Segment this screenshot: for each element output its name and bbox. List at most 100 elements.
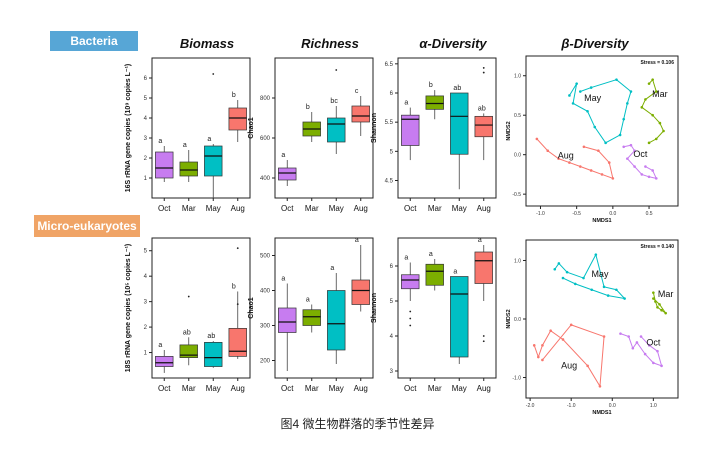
bacteria-diversity-ylabel: NMDS2 [506, 121, 512, 140]
eukaryotes-diversity-point-aug [586, 364, 589, 368]
bacteria-diversity-point-may [593, 125, 597, 129]
eukaryotes-richness-ylabel: Chao1 [248, 297, 255, 319]
eukaryotes-diversity-point-mar [652, 291, 655, 294]
bacteria-diversity-box-aug [474, 115, 493, 138]
eukaryotes-diversity-ytick-label: 1.0 [514, 258, 521, 264]
eukaryotes-biomass-ytick-label: 4 [144, 274, 148, 280]
eukaryotes-diversity-xtick-label-mar: Mar [428, 384, 442, 393]
bacteria-diversity-point-mar [647, 82, 651, 85]
bacteria-diversity-point-aug [607, 161, 611, 164]
bacteria-diversity-box-mar [425, 95, 444, 110]
bacteria-diversity-ytick-label: 6.5 [385, 62, 394, 68]
eukaryotes-richness-ytick-label: 500 [260, 254, 271, 260]
bacteria-diversity-ylabel: Shannon [371, 113, 378, 143]
eukaryotes-diversity-point-oct [619, 332, 622, 335]
eukaryotes-diversity-point-oct [660, 364, 663, 368]
bacteria-diversity-letter-may: ab [453, 85, 461, 92]
bacteria-diversity-outlier [482, 71, 485, 74]
bacteria-diversity-outlier [482, 67, 485, 69]
bacteria-biomass-frame [151, 57, 251, 199]
eukaryotes-richness-frame [274, 237, 374, 379]
eukaryotes-richness-box-aug [351, 279, 370, 305]
eukaryotes-diversity-xlabel: NMDS1 [592, 410, 611, 416]
bacteria-richness-frame [274, 57, 374, 199]
eukaryotes-diversity-xtick-label-aug: Aug [477, 384, 491, 393]
bacteria-richness-box-aug [351, 105, 370, 123]
eukaryotes-biomass-box-may [204, 342, 223, 367]
bacteria-diversity-point-may [578, 90, 582, 93]
eukaryotes-diversity-letter-mar: a [429, 251, 433, 258]
eukaryotes-biomass-box-oct [155, 356, 174, 367]
bacteria-richness-box-may [327, 117, 346, 143]
bacteria-diversity-xtick-label: 0.0 [609, 211, 616, 217]
eukaryotes-diversity-point-mar [664, 311, 667, 315]
bacteria-diversity-path-oct [623, 144, 658, 180]
eukaryotes-diversity-ytick-label: 0.0 [514, 317, 521, 323]
bacteria-biomass-letter-aug: b [232, 92, 236, 99]
bacteria-diversity-point-may [575, 82, 578, 85]
bacteria-diversity-point-aug [578, 165, 582, 168]
eukaryotes-diversity-ytick-label: 6 [390, 264, 394, 270]
bacteria-diversity-point-may [568, 94, 571, 97]
eukaryotes-diversity-point-aug [561, 338, 565, 341]
eukaryotes-diversity-stress: Stress = 0.140 [641, 244, 675, 250]
eukaryotes-diversity-point-oct [643, 352, 647, 356]
eukaryotes-richness-ytick-label: 300 [260, 324, 271, 330]
eukaryotes-diversity-ylabel: Shannon [371, 293, 378, 323]
bacteria-diversity-point-may [571, 102, 575, 105]
eukaryotes-richness-box-may [327, 290, 346, 351]
bacteria-biomass-letter-mar: a [183, 142, 187, 149]
eukaryotes-diversity-label-mar: Mar [658, 289, 674, 299]
bacteria-richness-xtick-label-mar: Mar [305, 204, 319, 213]
bacteria-diversity-ytick-label: -0.5 [512, 192, 521, 198]
eukaryotes-diversity-point-aug [598, 384, 602, 388]
bacteria-diversity-point-may [626, 102, 629, 105]
bacteria-richness-xtick-label-may: May [329, 204, 344, 213]
eukaryotes-diversity-point-may [615, 288, 618, 292]
eukaryotes-diversity-xtick-label-oct: Oct [404, 384, 417, 393]
eukaryotes-biomass-xtick-label-oct: Oct [158, 384, 171, 393]
bacteria-diversity-point-aug [582, 145, 586, 149]
bacteria-biomass-outlier [212, 73, 215, 75]
eukaryotes-diversity-frame [397, 237, 497, 379]
eukaryotes-diversity-point-may [553, 267, 557, 271]
eukaryotes-diversity-point-oct [639, 335, 643, 338]
bacteria-diversity-point-oct [640, 173, 644, 176]
eukaryotes-biomass-outlier [236, 303, 239, 306]
bacteria-diversity-point-oct [622, 145, 626, 149]
bacteria-richness-letter-oct: a [281, 152, 285, 159]
eukaryotes-diversity-frame [525, 239, 679, 399]
figure-caption: 图4 微生物群落的季节性差异 [280, 417, 435, 431]
bacteria-biomass-box-oct [155, 151, 174, 179]
eukaryotes-richness-xtick-label-oct: Oct [281, 384, 294, 393]
eukaryotes-diversity-xtick-label: -1.0 [567, 403, 576, 409]
eukaryotes-biomass-xtick-label-aug: Aug [231, 384, 245, 393]
bacteria-diversity-xtick-label: -0.5 [572, 211, 581, 217]
eukaryotes-diversity-point-mar [658, 303, 661, 306]
bacteria-richness-outlier [335, 69, 338, 71]
eukaryotes-diversity-ytick-label: 4 [390, 334, 394, 340]
bacteria-diversity-ytick-label: 0.5 [514, 113, 521, 119]
row-label-bacteria: Bacteria [50, 31, 138, 51]
bacteria-diversity-point-mar [644, 98, 647, 101]
eukaryotes-richness-ytick-label: 400 [260, 289, 271, 295]
eukaryotes-diversity-box-aug [474, 251, 493, 284]
eukaryotes-diversity-box-mar [425, 263, 444, 286]
bacteria-diversity-letter-aug: ab [478, 105, 486, 112]
bacteria-richness-xtick-label-oct: Oct [281, 204, 294, 213]
bacteria-diversity-point-aug [557, 157, 560, 160]
eukaryotes-diversity-ylabel: NMDS2 [506, 309, 512, 328]
eukaryotes-diversity-point-aug [541, 344, 544, 347]
bacteria-diversity-point-may [622, 117, 626, 121]
column-title-richness: Richness [301, 36, 359, 51]
bacteria-diversity-path-aug [536, 138, 614, 180]
eukaryotes-diversity-letter-aug: a [478, 237, 482, 244]
eukaryotes-richness-letter-mar: a [306, 297, 310, 304]
eukaryotes-biomass-xtick-label-mar: Mar [182, 384, 196, 393]
bacteria-diversity-label-may: May [584, 93, 602, 103]
bacteria-diversity-frame [397, 57, 497, 199]
eukaryotes-biomass-xtick-label-may: May [206, 384, 221, 393]
bacteria-richness-letter-aug: c [355, 88, 359, 95]
eukaryotes-diversity-point-may [606, 294, 610, 297]
eukaryotes-biomass-box-mar [179, 344, 198, 358]
